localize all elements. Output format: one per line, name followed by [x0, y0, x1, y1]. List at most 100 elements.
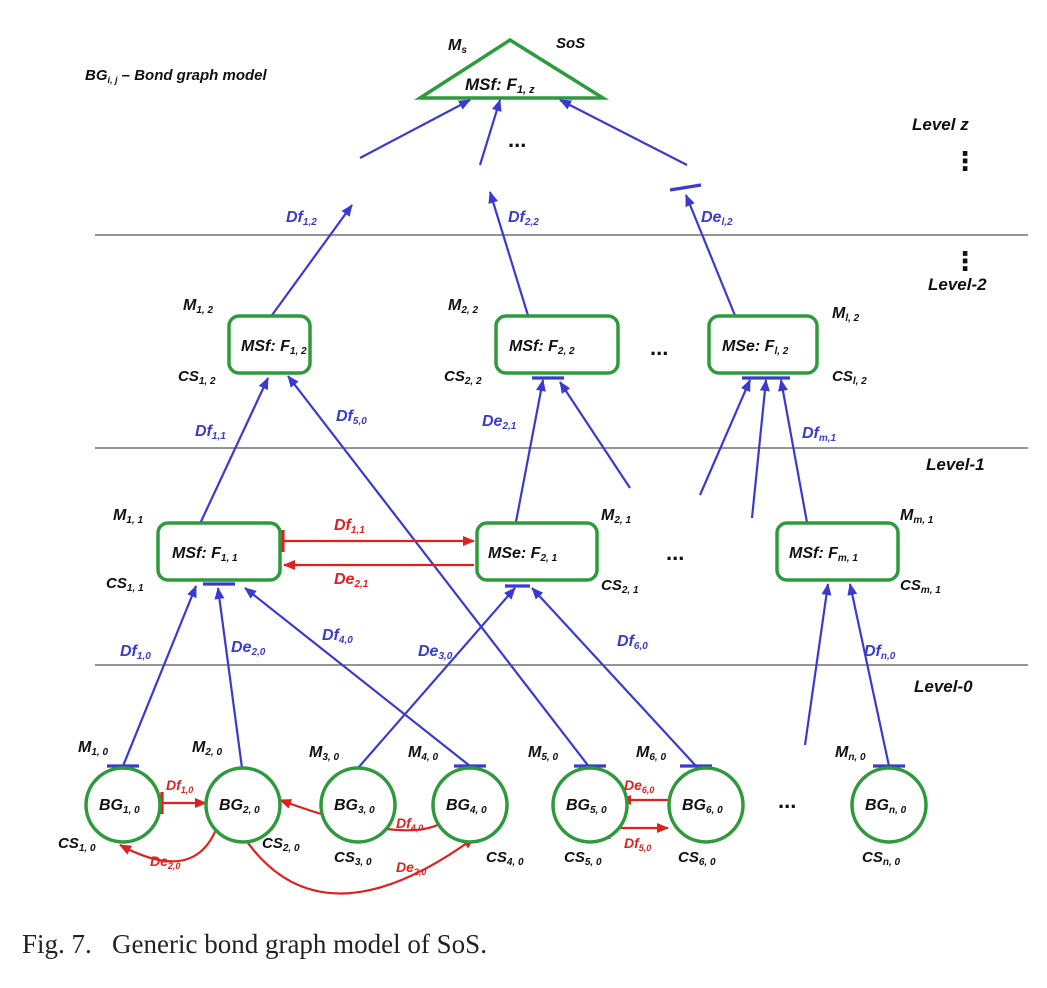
csm1-label: CSm, 1	[900, 577, 941, 596]
circle-bg40	[431, 766, 509, 844]
circle-bg10-label: BG1, 0	[99, 797, 140, 816]
circle-bg40-label: BG4, 0	[446, 797, 487, 816]
circle-bg30-label: BG3, 0	[334, 797, 375, 816]
arrow-free2-to-fl2	[750, 379, 770, 519]
mn0-label: Mn, 0	[835, 744, 866, 763]
box-f11-label: MSf: F1, 1	[172, 545, 238, 564]
arrow-de20	[214, 587, 244, 769]
legend-text: BGi, j – Bond graph model	[85, 67, 268, 85]
arrow-df60	[531, 587, 697, 767]
arrow-free-to-fm1	[803, 583, 832, 746]
level-1-boxes: MSf: F1, 1 MSe: F2, 1 MSf: Fm, 1	[156, 521, 900, 582]
circle-bgn0-label: BGn, 0	[865, 797, 907, 816]
label-de20-red-b: De2,0	[396, 859, 426, 877]
level-z-label: Level z	[912, 115, 969, 134]
ml2-label: Ml, 2	[832, 305, 860, 324]
arrow-df22	[488, 191, 532, 323]
arrow-de30	[357, 587, 516, 769]
mm1-label: Mm, 1	[900, 507, 934, 526]
level-1-label: Level-1	[926, 455, 985, 474]
label-df22: Df2,2	[508, 209, 539, 228]
cs-labels: CS1, 2 CS2, 2 CSl, 2 CS1, 1 CS2, 1 CSm, …	[58, 368, 941, 868]
label-df40-red: Df4,0	[396, 815, 423, 833]
level-2-vdots: ⋮	[952, 246, 978, 276]
circle-bg10	[84, 766, 162, 844]
label-df11-red: Df1,1	[334, 517, 365, 536]
box-fm1	[775, 521, 900, 582]
box-f11	[156, 521, 282, 582]
m11-label: M1, 1	[113, 507, 143, 526]
arrow-free-to-f22	[559, 381, 631, 489]
figure-caption: Fig. 7. Generic bond graph model of SoS.	[22, 929, 487, 959]
blue-signal-labels: Df1,2 Df2,2 Del,2 Df1,1 Df5,0 De2,1 Dfm,…	[120, 209, 896, 662]
cs12-label: CS1, 2	[178, 368, 216, 387]
circle-bg20	[204, 766, 282, 844]
circle-bg60-label: BG6, 0	[682, 797, 723, 816]
circle-bg60	[667, 766, 745, 844]
box-f12-label: MSf: F1, 2	[241, 338, 307, 357]
box-fl2	[707, 314, 819, 375]
label-de20: De2,0	[231, 639, 266, 658]
cs22-label: CS2, 2	[444, 368, 482, 387]
label-df10-red: Df1,0	[166, 777, 193, 795]
label-df11-up: Df1,1	[195, 423, 226, 442]
arrow-to-sos-left	[359, 99, 471, 159]
box-f22-label: MSf: F2, 2	[509, 338, 575, 357]
arrow-to-sos-mid	[478, 99, 502, 166]
arrow-df50	[287, 375, 591, 769]
m22-label: M2, 2	[448, 297, 478, 316]
label-del2: Del,2	[701, 209, 733, 228]
circle-bg50-label: BG5, 0	[566, 797, 607, 816]
box-f21	[475, 521, 599, 582]
arrow-df10	[121, 585, 198, 767]
cs50-label: CS5, 0	[564, 849, 602, 868]
circle-bg30	[319, 766, 397, 844]
label-df10: Df1,0	[120, 643, 151, 662]
red-de20-to-bg1	[119, 817, 222, 863]
circle-bg50	[551, 766, 629, 844]
m50-label: M5, 0	[528, 744, 558, 763]
label-de21-red: De2,1	[334, 571, 369, 590]
ellipsis-level-2: ...	[650, 335, 668, 360]
m40-label: M4, 0	[408, 744, 438, 763]
label-de60-red: De6,0	[624, 777, 654, 795]
level-2-boxes: MSf: F1, 2 MSf: F2, 2 MSe: Fl, 2	[227, 314, 819, 375]
label-dfm1: Dfm,1	[802, 425, 837, 444]
box-f21-label: MSe: F2, 1	[488, 545, 558, 564]
arrow-df12	[266, 204, 353, 323]
circle-bgn0	[850, 766, 928, 844]
cs60-label: CS6, 0	[678, 849, 716, 868]
level-z-vdots: ⋮	[952, 146, 978, 176]
arrow-de21-up	[513, 379, 546, 528]
cs20-label: CS2, 0	[262, 835, 300, 854]
m21-label: M2, 1	[601, 507, 631, 526]
box-f22	[494, 314, 620, 375]
label-de21-up: De2,1	[482, 413, 517, 432]
label-df40: Df4,0	[322, 627, 353, 646]
arrow-del2	[684, 194, 738, 319]
arrow-dfm1	[778, 379, 810, 529]
box-fm1-label: MSf: Fm, 1	[789, 545, 858, 564]
sos-label: SoS	[556, 35, 585, 52]
m-labels: M1, 2 M2, 2 Ml, 2 M1, 1 M2, 1 Mm, 1 M1, …	[78, 297, 934, 763]
arrow-to-sos-right	[559, 99, 688, 166]
blue-signal-arrows	[121, 99, 891, 769]
label-de20-red-a: De2,0	[150, 853, 180, 871]
csl2-label: CSl, 2	[832, 368, 867, 387]
sos-triangle-label: MSf: F1, z	[465, 75, 535, 96]
label-dfn0: Dfn,0	[864, 643, 896, 662]
label-de30: De3,0	[418, 643, 453, 662]
label-df12: Df1,2	[286, 209, 317, 228]
level-2-label: Level-2	[928, 275, 987, 294]
m60-label: M6, 0	[636, 744, 666, 763]
ellipsis-level-1: ...	[666, 540, 684, 565]
red-de20-to-bg4	[242, 835, 475, 895]
arrow-dfn0	[847, 583, 891, 767]
ellipsis-level-0: ...	[778, 788, 796, 813]
blue-causal-strokes	[107, 183, 905, 768]
arrow-df11-up	[197, 377, 269, 529]
cs10-label: CS1, 0	[58, 835, 96, 854]
m10-label: M1, 0	[78, 739, 108, 758]
cs21-label: CS2, 1	[601, 577, 639, 596]
